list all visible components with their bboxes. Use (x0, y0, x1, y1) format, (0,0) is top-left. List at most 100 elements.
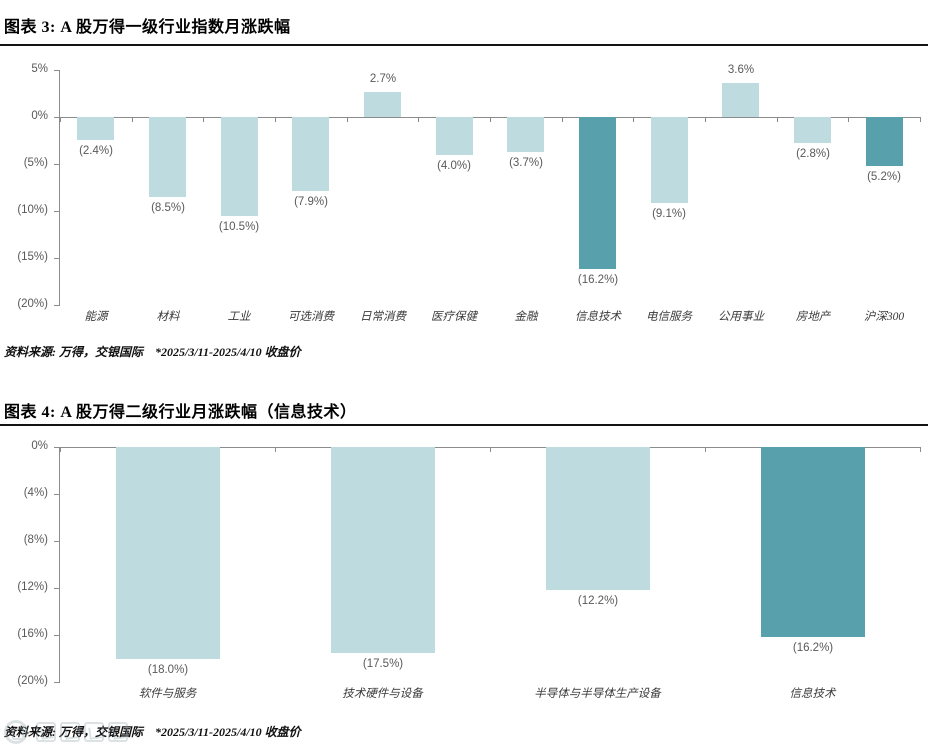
y-axis-tick (54, 70, 60, 71)
watermark-camera-icon (4, 720, 28, 744)
bar (116, 447, 220, 659)
y-axis-tick (54, 164, 60, 165)
bar-value-label: 2.7% (369, 73, 397, 85)
y-tick-label: 0% (31, 440, 48, 452)
category-label: 医疗保健 (431, 311, 477, 323)
y-tick-label: (20%) (17, 675, 48, 687)
watermark-logo (2, 719, 162, 747)
bar-value-label: 3.6% (727, 64, 755, 76)
bar (761, 447, 865, 637)
x-axis-tick (203, 117, 204, 122)
category-label: 电信服务 (646, 311, 692, 323)
bar (722, 83, 759, 117)
figure4-title: 图表 4: A 股万得二级行业月涨跌幅（信息技术） (4, 404, 357, 421)
x-axis-tick (275, 117, 276, 122)
y-tick-label: 0% (31, 110, 48, 122)
category-label: 技术硬件与设备 (342, 688, 423, 700)
x-axis-tick (777, 117, 778, 122)
bar (77, 117, 114, 140)
y-axis-tick (54, 494, 60, 495)
bar (866, 117, 903, 166)
category-label: 可选消费 (288, 311, 334, 323)
figure3-source: 资料来源: 万得，交银国际 *2025/3/11-2025/4/10 收盘价 (4, 345, 301, 359)
bar-value-label: (7.9%) (294, 196, 328, 208)
bar-value-label: (2.4%) (79, 145, 113, 157)
y-axis-tick (54, 588, 60, 589)
y-tick-label: (16%) (17, 628, 48, 640)
category-label: 软件与服务 (138, 688, 197, 700)
x-axis-tick (848, 117, 849, 122)
figure3-bar-chart: 5% 0% (5%) (10%) (15%) (20%) (2.4%) 能源 (8.5%) 材料 (… (0, 55, 928, 333)
bar (331, 447, 435, 653)
bar-value-label: (16.2%) (577, 274, 619, 286)
watermark-glyph (108, 722, 128, 742)
x-axis-tick (60, 117, 61, 122)
y-axis-tick (54, 117, 60, 118)
category-label: 房地产 (795, 311, 831, 323)
y-axis-tick (54, 447, 60, 448)
figure4-bar-chart: 0% (4%) (8%) (12%) (16%) (20%) (18.0%) 软件与服务 (17… (0, 435, 928, 707)
x-axis-tick (490, 117, 491, 122)
bar-value-label: (2.8%) (796, 148, 830, 160)
y-tick-label: (5%) (23, 157, 48, 169)
bar (794, 117, 831, 143)
bar-value-label: (18.0%) (147, 664, 189, 676)
y-axis-tick (54, 541, 60, 542)
y-axis-tick (54, 635, 60, 636)
category-label: 公用事业 (718, 311, 764, 323)
bar-value-label: (3.7%) (509, 157, 543, 169)
category-label: 工业 (227, 311, 251, 323)
y-axis-tick (54, 211, 60, 212)
watermark-glyph (84, 722, 104, 742)
x-axis-tick (490, 447, 491, 452)
watermark-glyph (36, 722, 56, 742)
bar-value-label: (8.5%) (151, 202, 185, 214)
x-axis-tick (60, 447, 61, 452)
y-axis-tick (54, 305, 60, 306)
bar (436, 117, 473, 155)
bar (292, 117, 329, 191)
bar (364, 92, 401, 117)
bar-value-label: (9.1%) (652, 208, 686, 220)
y-axis-line (59, 70, 60, 305)
category-label: 金融 (514, 311, 538, 323)
bar-value-label: (16.2%) (792, 642, 834, 654)
x-axis-tick (633, 117, 634, 122)
y-tick-label: (10%) (17, 204, 48, 216)
category-label: 信息技术 (789, 688, 836, 700)
y-axis-tick (54, 258, 60, 259)
x-axis-tick (418, 117, 419, 122)
category-label: 半导体与半导体生产设备 (534, 688, 661, 700)
x-axis-tick (132, 117, 133, 122)
bar (507, 117, 544, 152)
bar (579, 117, 616, 269)
bar-value-label: (17.5%) (362, 658, 404, 670)
bar (149, 117, 186, 197)
category-label: 沪深300 (863, 311, 905, 323)
x-axis-tick (920, 447, 921, 452)
bar-value-label: (10.5%) (218, 221, 260, 233)
y-tick-label: (20%) (17, 298, 48, 310)
bar (546, 447, 650, 590)
y-tick-label: 5% (31, 63, 48, 75)
category-label: 材料 (156, 311, 180, 323)
y-tick-label: (8%) (23, 534, 48, 546)
x-axis-tick (705, 447, 706, 452)
category-label: 能源 (84, 311, 108, 323)
bar-value-label: (5.2%) (867, 171, 901, 183)
y-tick-label: (4%) (23, 487, 48, 499)
category-label: 日常消费 (360, 311, 406, 323)
x-axis-tick (562, 117, 563, 122)
bar-value-label: (12.2%) (577, 595, 619, 607)
y-tick-label: (15%) (17, 251, 48, 263)
bar-value-label: (4.0%) (437, 160, 471, 172)
x-axis-tick (347, 117, 348, 122)
bar (221, 117, 258, 216)
y-axis-tick (54, 682, 60, 683)
category-label: 信息技术 (575, 311, 621, 323)
watermark-glyph (60, 722, 80, 742)
figure4-title-rule (0, 424, 928, 426)
bar (651, 117, 688, 203)
x-axis-tick (920, 117, 921, 122)
